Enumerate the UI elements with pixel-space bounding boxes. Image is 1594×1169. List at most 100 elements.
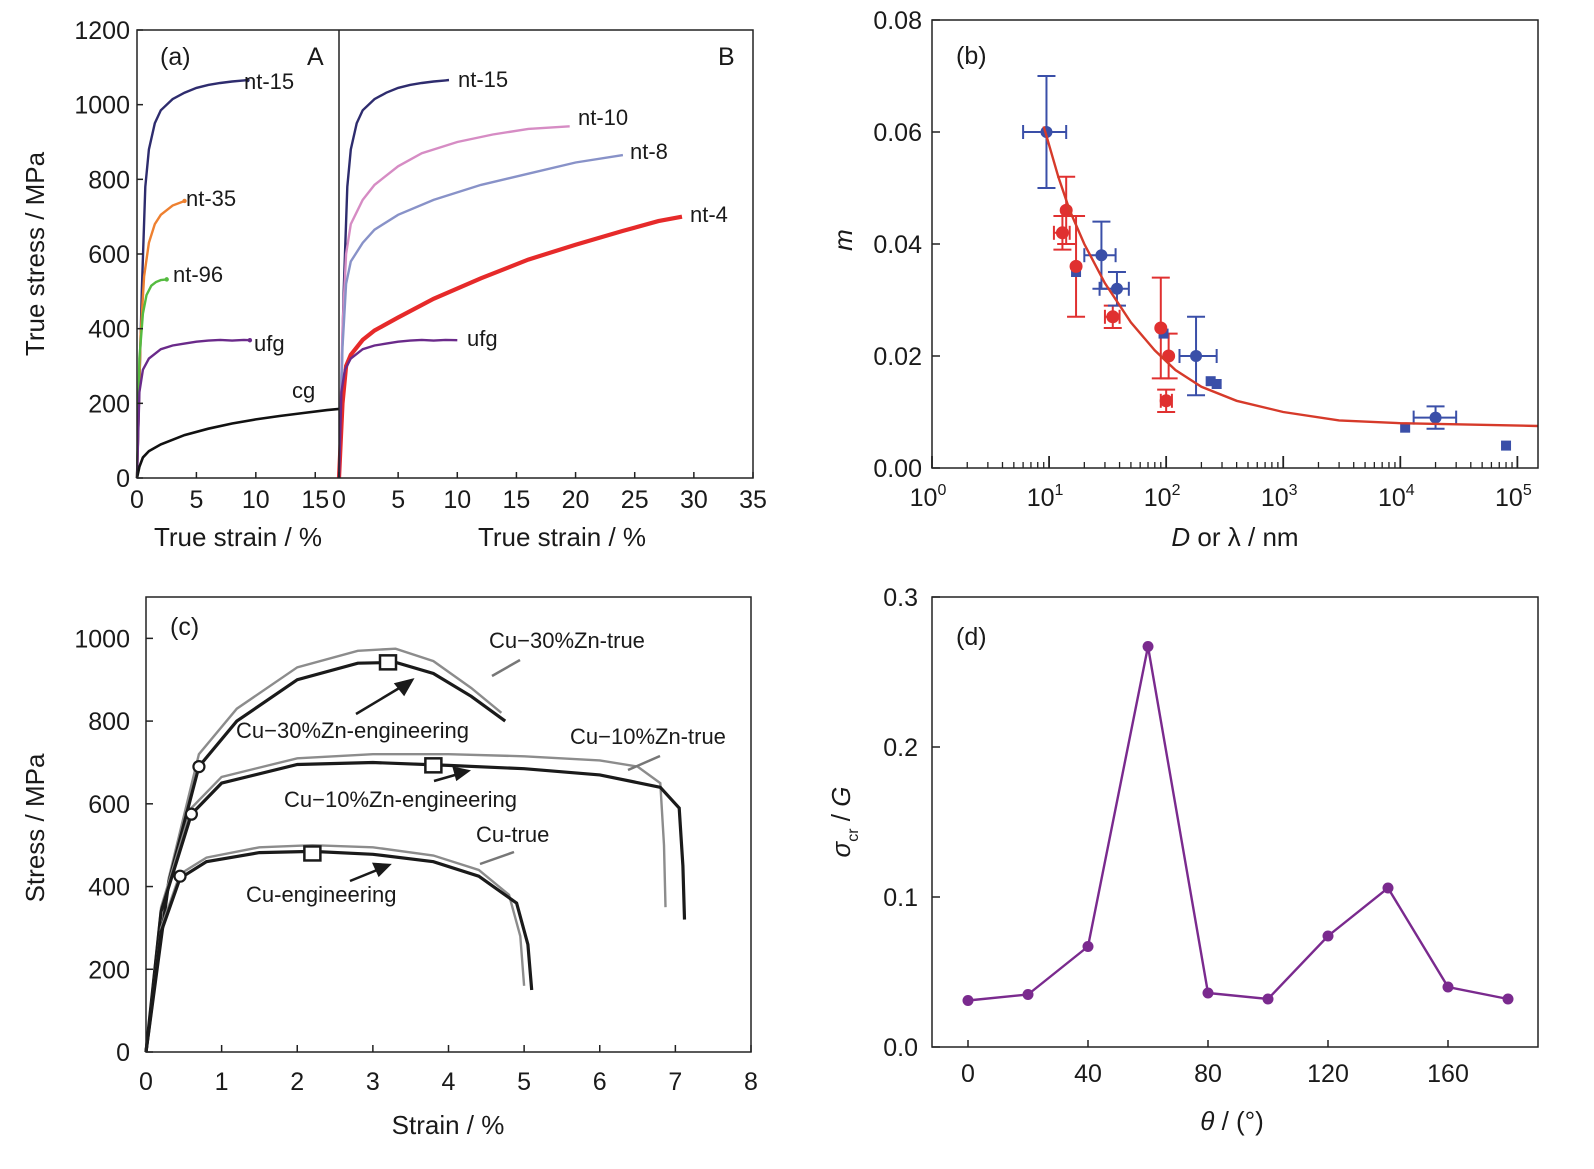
b-xtick-exponent: 0 xyxy=(937,482,946,499)
d-xtick-label: 0 xyxy=(961,1060,975,1088)
panel-d-ylabel-rest: / xyxy=(826,807,856,829)
panel-c-marks xyxy=(144,647,687,1053)
c-series-0-line xyxy=(144,647,503,1053)
b-red-point-1-marker xyxy=(1055,226,1069,240)
panel-c-ticks: 0 200 400 600 800 1000 0 1 2 3 4 5 6 7 8 xyxy=(74,625,758,1096)
b-series-ufg-line xyxy=(337,338,458,479)
b-xtick-label: 105 xyxy=(1495,482,1532,512)
d-point-9 xyxy=(1502,993,1514,1005)
c-xtick-label: 0 xyxy=(139,1068,153,1096)
d-point-0 xyxy=(962,995,974,1006)
panel-d-frame xyxy=(931,596,1539,1048)
b-xtick-label: 35 xyxy=(739,486,767,514)
b-xtick-base: 10 xyxy=(910,484,938,512)
arrow-cu30-eng xyxy=(355,682,407,716)
panel-d-xlabel-theta: θ xyxy=(1200,1106,1214,1136)
c-series-5-line xyxy=(144,849,534,1053)
a-ytick-label: 200 xyxy=(88,390,130,418)
panel-d: 0.0 0.1 0.2 0.3 0 40 80 120 160 (d) θ / (°) σcr … xyxy=(826,584,1539,1136)
b-xtick-exponent: 1 xyxy=(1055,482,1064,499)
a-xtick-label: 10 xyxy=(242,486,270,514)
subpanel-a-label: A xyxy=(307,43,324,71)
d-xtick-label: 80 xyxy=(1194,1060,1222,1088)
c-ytick-label: 800 xyxy=(88,708,130,736)
c-yield-circle-2 xyxy=(173,869,187,883)
a-xtick-label: 5 xyxy=(189,486,203,514)
b-blue-square-4 xyxy=(1400,422,1411,433)
b-xtick-label: 103 xyxy=(1261,482,1298,512)
curve-label-ufg-b: ufg xyxy=(467,326,498,351)
curve-label-cu-true: Cu-true xyxy=(476,822,549,847)
panel-a-marks xyxy=(135,77,683,479)
panel-c-frame xyxy=(145,596,752,1053)
curve-label-nt4: nt-4 xyxy=(690,202,728,227)
c-ytick-label: 200 xyxy=(88,956,130,984)
d-ytick-label: 0.0 xyxy=(883,1034,918,1062)
b-red-point-3-marker xyxy=(1106,310,1120,324)
b-xtick-label: 104 xyxy=(1378,482,1415,512)
a-series-nt-15-end xyxy=(245,77,250,83)
d-series-line xyxy=(967,646,1509,1002)
a-ytick-label: 1000 xyxy=(74,92,130,120)
d-xtick-label: 120 xyxy=(1307,1060,1349,1088)
curve-label-nt10: nt-10 xyxy=(578,105,628,130)
curve-label-nt15-b: nt-15 xyxy=(458,67,508,92)
curve-label-ufg-a: ufg xyxy=(254,331,285,356)
b-ytick-label: 0.02 xyxy=(873,343,922,371)
curve-label-nt8: nt-8 xyxy=(630,139,668,164)
curve-label-nt15-a: nt-15 xyxy=(244,69,294,94)
b-fit-curve xyxy=(1042,126,1539,428)
a-series-nt-15-line xyxy=(135,78,248,479)
b-xtick-exponent: 2 xyxy=(1172,482,1181,499)
curve-label-nt96: nt-96 xyxy=(173,262,223,287)
panel-b-label: (b) xyxy=(956,42,987,70)
curve-label-cu10-true: Cu−10%Zn-true xyxy=(570,724,726,749)
panel-b-ylabel: m xyxy=(828,229,858,251)
a-ytick-label: 800 xyxy=(88,166,130,194)
panel-b-xlabel-rest: or λ / nm xyxy=(1190,522,1298,552)
arrowhead-cu-eng xyxy=(371,862,392,878)
a-ytick-label: 600 xyxy=(88,241,130,269)
subpanel-b-label: B xyxy=(718,43,735,71)
b-xtick-exponent: 5 xyxy=(1523,482,1532,499)
d-point-7 xyxy=(1382,882,1394,894)
d-xtick-label: 40 xyxy=(1074,1060,1102,1088)
b-xtick-label: 5 xyxy=(391,486,405,514)
b-xtick-base: 10 xyxy=(1027,484,1055,512)
panel-a-frame xyxy=(136,29,754,479)
c-ytick-label: 600 xyxy=(88,791,130,819)
curve-label-cu10-eng: Cu−10%Zn-engineering xyxy=(284,787,517,812)
c-xtick-label: 6 xyxy=(593,1068,607,1096)
b-xtick-label: 30 xyxy=(680,486,708,514)
a-ytick-label: 400 xyxy=(88,316,130,344)
c-ytick-label: 1000 xyxy=(74,625,130,653)
d-xtick-label: 160 xyxy=(1427,1060,1469,1088)
b-series-nt-4-line xyxy=(336,214,683,479)
panel-a-xlabel-right: True strain / % xyxy=(478,522,646,552)
curve-label-cu30-true: Cu−30%Zn-true xyxy=(489,628,645,653)
c-series-1-line xyxy=(144,660,507,1053)
panel-d-ylabel: σcr / G xyxy=(826,787,862,858)
b-ytick-label: 0.08 xyxy=(873,7,922,35)
b-red-point-6-marker xyxy=(1159,394,1173,408)
b-blue-square-3 xyxy=(1211,379,1222,389)
b-blue-square-5 xyxy=(1501,440,1512,451)
arrowhead-cu30-eng xyxy=(393,678,415,697)
d-point-4 xyxy=(1202,987,1214,999)
panel-d-marks xyxy=(962,641,1514,1006)
b-xtick-label: 20 xyxy=(562,486,590,514)
panel-d-xlabel-rest: / (°) xyxy=(1214,1106,1263,1136)
b-ytick-label: 0.06 xyxy=(873,119,922,147)
b-xtick-base: 10 xyxy=(1378,484,1406,512)
panel-c-label: (c) xyxy=(170,613,199,641)
a-ytick-label: 1200 xyxy=(74,17,130,45)
c-xtick-label: 4 xyxy=(442,1068,456,1096)
b-xtick-label: 10 xyxy=(443,486,471,514)
b-xtick-base: 10 xyxy=(1261,484,1289,512)
panel-d-label: (d) xyxy=(956,623,987,651)
b-red-point-2-marker xyxy=(1069,259,1083,273)
a-xtick-label: 0 xyxy=(130,486,144,514)
b-xtick-base: 10 xyxy=(1144,484,1172,512)
arrow-cu10-true xyxy=(627,754,661,772)
